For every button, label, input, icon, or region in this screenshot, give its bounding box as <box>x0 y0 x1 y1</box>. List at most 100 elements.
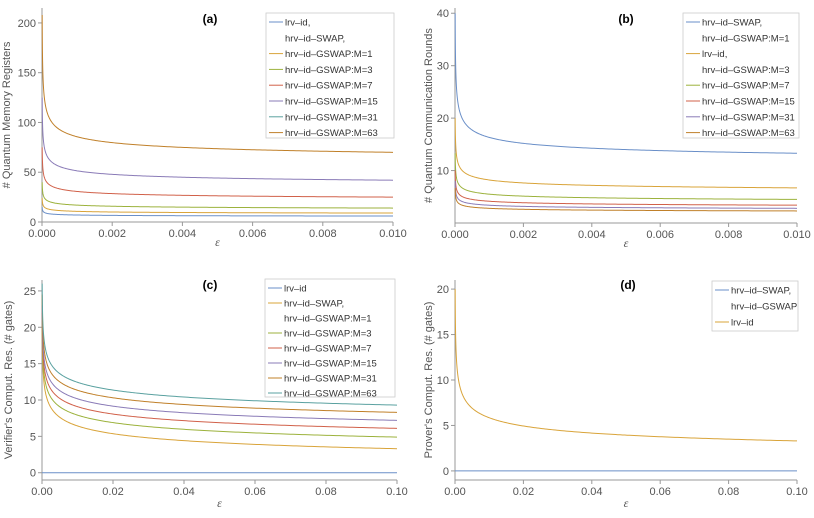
y-tick-label: 0 <box>30 217 36 229</box>
legend-entry: hrv–id–GSWAP:M=15 <box>285 97 378 108</box>
series-line <box>41 294 398 413</box>
x-tick-label: 0.00 <box>444 486 465 498</box>
x-tick-label: 0.006 <box>239 228 267 240</box>
x-tick-label: 0.000 <box>441 229 469 241</box>
legend-entry: hrv–id–GSWAP:M=63 <box>285 128 378 139</box>
x-axis-title: ε <box>215 235 220 249</box>
series-line <box>41 283 398 406</box>
legend-entry: hrv–id–GSWAP:M=63 <box>284 389 377 400</box>
legend-entry: hrv–id–GSWAP:M=7 <box>702 81 790 92</box>
legend-entry: hrv–id–GSWAP <box>731 302 797 313</box>
y-tick-label: 50 <box>24 167 36 179</box>
x-tick-label: 0.02 <box>102 486 123 498</box>
legend-box <box>264 278 396 398</box>
y-tick-label: 30 <box>437 61 449 73</box>
legend-entry: hrv–id–GSWAP:M=63 <box>702 128 795 139</box>
y-axis-title: # Quantum Communication Rounds <box>423 28 435 203</box>
legend-entry: hrv–id–GSWAP:M=3 <box>285 65 373 76</box>
panel-b: 0.000 0.002 0.004 0.006 0.008 0.010 10 20 30 40# … <box>423 8 811 250</box>
x-axis-title: ε <box>624 236 629 250</box>
y-tick-label: 0 <box>443 466 449 478</box>
y-tick-label: 15 <box>24 359 36 371</box>
series-line <box>41 198 393 214</box>
series-line <box>454 187 798 212</box>
series-line <box>454 153 798 200</box>
series-line <box>41 147 394 198</box>
legend-entry: lrv–id <box>284 284 307 295</box>
legend-entry: hrv–id–GSWAP:M=1 <box>284 314 372 325</box>
x-tick-label: 0.00 <box>31 486 52 498</box>
legend-entry: lrv–id, <box>702 49 727 60</box>
series-line <box>41 97 394 181</box>
x-tick-label: 0.08 <box>315 486 336 498</box>
x-axis-title: ε <box>217 496 222 510</box>
y-tick-label: 20 <box>24 322 36 334</box>
legend-entry: hrv–id–GSWAP:M=31 <box>284 374 377 385</box>
x-tick-label: 0.06 <box>244 486 265 498</box>
x-tick-label: 0.006 <box>646 229 674 241</box>
legend-box <box>265 12 395 139</box>
legend-entry: hrv–id–GSWAP:M=1 <box>285 49 373 60</box>
series-line <box>454 181 798 209</box>
x-tick-label: 0.008 <box>715 229 743 241</box>
x-tick-label: 0.004 <box>169 228 197 240</box>
x-tick-label: 0.04 <box>173 486 194 498</box>
x-tick-label: 0.002 <box>510 229 538 241</box>
series-line <box>41 320 398 438</box>
series-line <box>454 118 798 189</box>
legend-entry: lrv–id, <box>285 18 310 29</box>
series-line <box>454 13 798 154</box>
series-line <box>454 289 798 442</box>
legend-entry: hrv–id–GSWAP:M=15 <box>702 97 795 108</box>
x-tick-label: 0.004 <box>578 229 606 241</box>
x-tick-label: 0.000 <box>28 228 56 240</box>
x-tick-label: 0.010 <box>379 228 407 240</box>
y-tick-label: 15 <box>437 330 449 342</box>
x-tick-label: 0.04 <box>581 486 602 498</box>
legend-entry: hrv–id–GSWAP:M=7 <box>285 81 373 92</box>
legend-entry: hrv–id–SWAP, <box>702 18 762 29</box>
x-axis-title: ε <box>624 496 629 510</box>
y-tick-label: 25 <box>24 286 36 298</box>
legend-box <box>711 280 799 332</box>
legend-box <box>682 12 800 139</box>
y-tick-label: 20 <box>437 113 449 125</box>
y-tick-label: 150 <box>18 68 36 80</box>
x-tick-label: 0.06 <box>649 486 670 498</box>
x-tick-label: 0.002 <box>98 228 126 240</box>
y-tick-label: 200 <box>18 18 36 30</box>
legend-entry: hrv–id–SWAP, <box>285 33 345 44</box>
series-line <box>41 207 394 217</box>
x-tick-label: 0.008 <box>309 228 337 240</box>
panel-title: (d) <box>620 278 635 292</box>
legend-entry: hrv–id–GSWAP:M=7 <box>284 344 372 355</box>
legend-entry: hrv–id–GSWAP:M=31 <box>702 112 795 123</box>
panel-title: (a) <box>203 12 218 26</box>
x-tick-label: 0.08 <box>718 486 739 498</box>
y-tick-label: 5 <box>443 420 449 432</box>
legend-entry: hrv–id–GSWAP:M=1 <box>702 33 790 44</box>
y-tick-label: 0 <box>30 468 36 480</box>
x-tick-label: 0.10 <box>786 486 807 498</box>
legend-entry: hrv–id–SWAP, <box>284 299 344 310</box>
panel-d: 0.00 0.02 0.04 0.06 0.08 0.10 0 5 10 15 20Prover's… <box>423 278 808 510</box>
legend-entry: hrv–id–GSWAP:M=15 <box>284 359 377 370</box>
y-tick-label: 10 <box>437 375 449 387</box>
x-tick-label: 0.10 <box>386 486 407 498</box>
series-line <box>41 312 398 429</box>
y-axis-title: Prover's Comput. Res. (# gates) <box>423 302 435 459</box>
y-tick-label: 10 <box>437 166 449 178</box>
legend-entry: hrv–id–GSWAP:M=3 <box>284 329 372 340</box>
series-line <box>41 14 394 153</box>
series-line <box>454 170 798 206</box>
panel-title: (c) <box>203 278 218 292</box>
series-line <box>41 305 398 421</box>
legend-entry: lrv–id <box>731 318 754 329</box>
x-tick-label: 0.02 <box>513 486 534 498</box>
y-tick-label: 100 <box>18 117 36 129</box>
legend-entry: hrv–id–SWAP, <box>731 286 791 297</box>
y-axis-title: # Quantum Memory Registers <box>1 41 13 188</box>
panel-c: 0.00 0.02 0.04 0.06 0.08 0.10 0 5 10 15 20 25 Verifi… <box>3 278 408 510</box>
y-tick-label: 40 <box>437 8 449 20</box>
